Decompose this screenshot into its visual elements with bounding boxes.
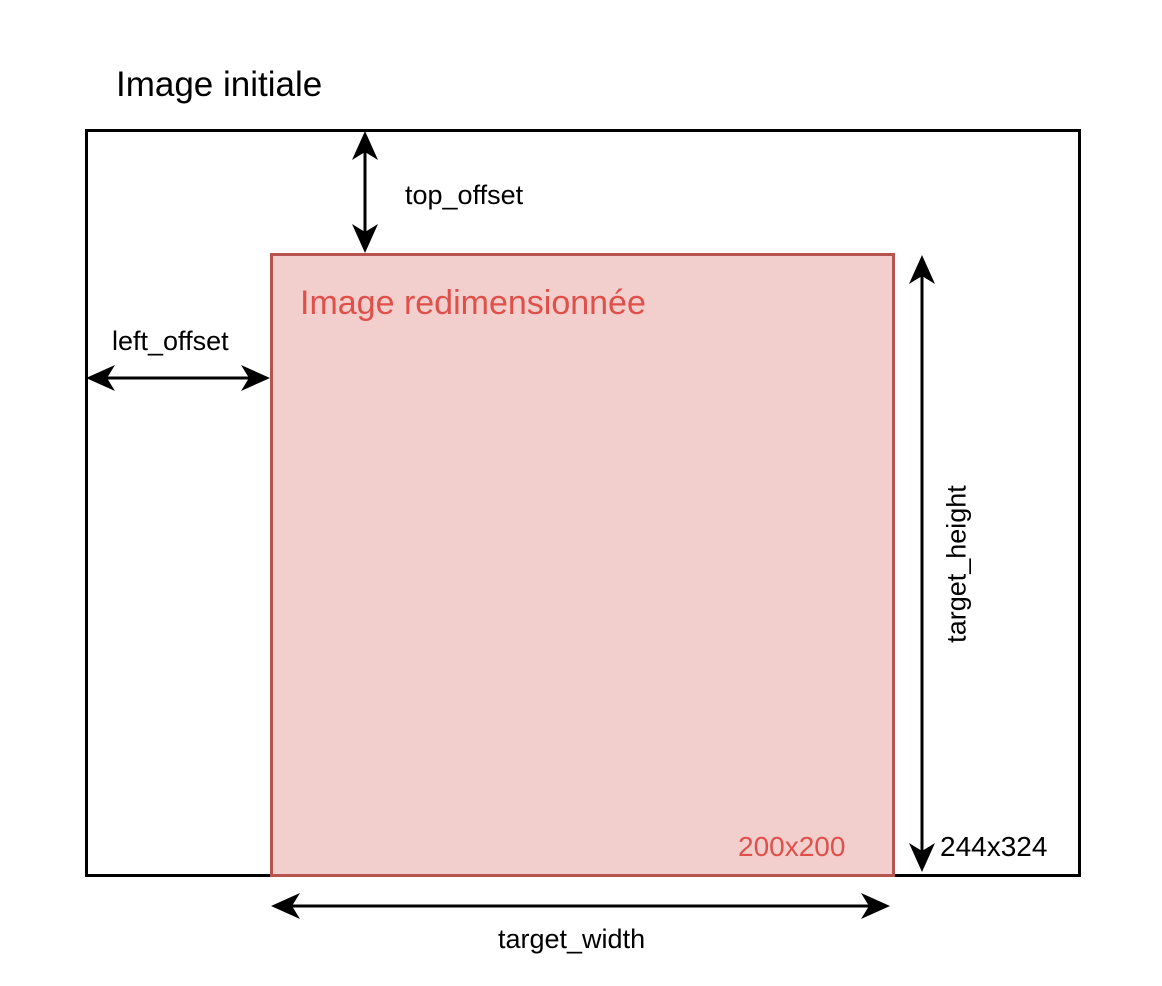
target-width-arrow: [271, 893, 890, 919]
resized-image-size: 200x200: [738, 831, 846, 862]
left-offset-arrow: [86, 365, 270, 391]
top-offset-arrow: [352, 131, 378, 253]
initial-image-size: 244x324: [940, 831, 1048, 862]
target-height-arrow: [909, 255, 935, 872]
resized-image-box: [270, 253, 895, 877]
top-offset-label: top_offset: [405, 180, 524, 210]
diagram-title: Image initiale: [116, 65, 323, 104]
target-height-label: target_height: [941, 485, 972, 643]
left-offset-label: left_offset: [112, 326, 229, 356]
resized-image-title: Image redimensionnée: [300, 284, 646, 322]
target-width-label: target_width: [498, 924, 646, 954]
